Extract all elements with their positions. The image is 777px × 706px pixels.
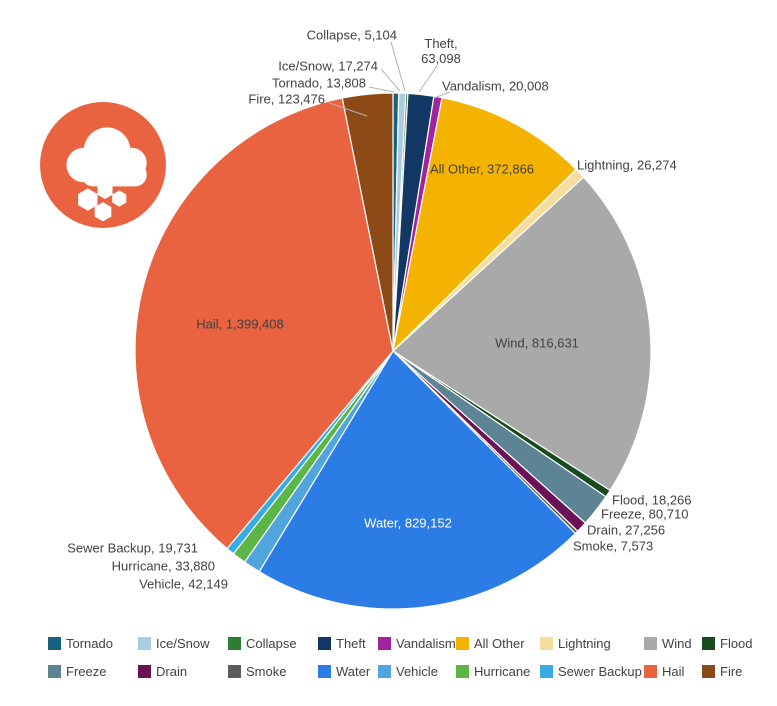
pie-slice-all-other[interactable] [392,97,578,353]
legend-item-vandalism[interactable]: Vandalism [378,636,456,651]
legend-item-theft[interactable]: Theft [318,636,378,651]
legend-swatch-fire [702,665,715,678]
legend-swatch-ice-snow [138,637,151,650]
legend-swatch-theft [318,637,331,650]
leader-line-vandalism [433,91,451,99]
legend-swatch-sewer-backup [540,665,553,678]
leader-line-theft [418,65,438,93]
legend-item-drain[interactable]: Drain [138,664,228,679]
leader-line-tornado [368,86,395,93]
legend-swatch-collapse [228,637,241,650]
legend-item-hurricane[interactable]: Hurricane [456,664,540,679]
legend-label: Lightning [558,636,611,651]
legend-label: Fire [720,664,743,679]
leader-line-ice-snow [380,68,401,92]
legend-item-hail[interactable]: Hail [644,664,702,679]
legend-label: Ice/Snow [156,636,210,651]
cloud-glyph [66,127,147,187]
legend-item-all-other[interactable]: All Other [456,636,540,651]
legend-swatch-flood [702,637,715,650]
legend-item-ice-snow[interactable]: Ice/Snow [138,636,228,651]
legend-item-collapse[interactable]: Collapse [228,636,318,651]
legend-label: Collapse [246,636,297,651]
legend-swatch-freeze [48,665,61,678]
legend-label: Theft [336,636,366,651]
leader-line-collapse [390,41,406,92]
legend-swatch-hail [644,665,657,678]
legend-label: Hurricane [474,664,531,679]
legend-swatch-water [318,665,331,678]
legend-label: Drain [156,664,188,679]
legend-item-flood[interactable]: Flood [702,636,767,651]
legend-item-smoke[interactable]: Smoke [228,664,318,679]
legend-swatch-wind [644,637,657,650]
legend-swatch-smoke [228,665,241,678]
pie-chart [134,41,652,610]
legend-item-fire[interactable]: Fire [702,664,767,679]
pie-slice-wind[interactable] [392,176,652,492]
legend-label: Hail [662,664,685,679]
legend-item-freeze[interactable]: Freeze [48,664,138,679]
legend-swatch-lightning [540,637,553,650]
chart-legend: Tornado Ice/Snow Collapse Theft Vandalism All… [48,636,767,679]
legend-item-wind[interactable]: Wind [644,636,702,651]
legend-swatch-all-other [456,637,469,650]
legend-label: Wind [662,636,692,651]
pie-slice-water[interactable] [258,350,577,610]
pie-slice-fire[interactable] [341,92,394,352]
hail-cloud-icon [40,102,166,228]
legend-label: Sewer Backup [558,664,642,679]
legend-label: All Other [474,636,525,651]
legend-label: Vehicle [396,664,438,679]
legend-swatch-hurricane [456,665,469,678]
legend-item-tornado[interactable]: Tornado [48,636,138,651]
legend-swatch-tornado [48,637,61,650]
legend-swatch-vehicle [378,665,391,678]
legend-label: Smoke [246,664,287,679]
legend-swatch-drain [138,665,151,678]
legend-item-vehicle[interactable]: Vehicle [378,664,456,679]
pie-slice-hail[interactable] [134,97,394,550]
legend-item-sewer-backup[interactable]: Sewer Backup [540,664,644,679]
legend-item-water[interactable]: Water [318,664,378,679]
legend-label: Freeze [66,664,107,679]
legend-item-lightning[interactable]: Lightning [540,636,644,651]
legend-label: Tornado [66,636,113,651]
legend-label: Water [336,664,371,679]
hailstones-glyph [78,181,127,222]
legend-label: Flood [720,636,753,651]
leader-line-fire [328,102,368,117]
legend-label: Vandalism [396,636,456,651]
legend-swatch-vandalism [378,637,391,650]
